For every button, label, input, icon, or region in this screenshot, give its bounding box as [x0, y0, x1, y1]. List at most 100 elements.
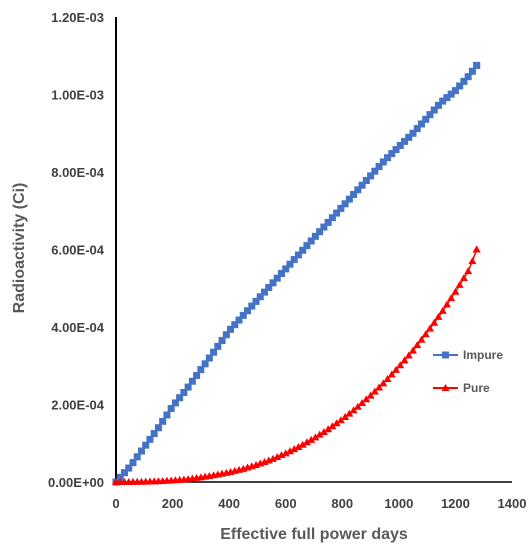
- data-point: [307, 237, 315, 245]
- data-point: [451, 87, 459, 95]
- y-tick-label: 1.00E-03: [51, 88, 104, 103]
- data-point: [370, 387, 379, 395]
- axes: [115, 17, 512, 483]
- data-point: [341, 412, 350, 420]
- data-point: [387, 370, 396, 378]
- data-point: [163, 411, 171, 419]
- x-tick-label: 1200: [441, 496, 470, 511]
- x-tick-label: 200: [162, 496, 184, 511]
- data-point: [210, 348, 218, 356]
- data-point: [413, 341, 422, 349]
- data-point: [434, 312, 443, 320]
- data-point: [277, 270, 285, 278]
- data-point: [345, 409, 354, 417]
- data-point: [405, 133, 413, 141]
- data-point: [464, 267, 473, 275]
- data-point: [350, 190, 358, 198]
- data-point: [404, 351, 413, 359]
- data-point: [392, 146, 400, 154]
- data-point: [201, 360, 209, 368]
- data-point: [307, 435, 316, 443]
- data-point: [379, 379, 388, 387]
- data-point: [316, 228, 324, 236]
- data-point: [299, 246, 307, 254]
- data-point: [400, 356, 409, 364]
- data-point: [277, 451, 286, 459]
- data-point: [116, 473, 124, 481]
- data-point: [354, 186, 362, 194]
- data-point: [375, 163, 383, 171]
- legend-label: Impure: [463, 348, 503, 362]
- data-point: [252, 297, 260, 305]
- data-point: [447, 90, 455, 98]
- series-layer: [112, 61, 481, 486]
- series-pure: [112, 245, 481, 485]
- data-point: [459, 274, 468, 282]
- data-point: [362, 395, 371, 403]
- x-tick-label: 1400: [498, 496, 527, 511]
- data-point: [332, 419, 341, 427]
- data-point: [455, 280, 464, 288]
- data-point: [328, 422, 337, 430]
- data-point: [320, 223, 328, 231]
- data-point: [180, 388, 188, 396]
- x-tick-label: 600: [275, 496, 297, 511]
- data-point: [129, 459, 137, 467]
- data-point: [146, 435, 154, 443]
- data-point: [336, 416, 345, 424]
- data-point: [133, 453, 141, 461]
- data-point: [442, 300, 451, 308]
- data-point: [439, 97, 447, 105]
- y-tick-label: 0.00E+00: [48, 475, 104, 490]
- data-point: [244, 307, 252, 315]
- data-point: [227, 325, 235, 333]
- data-point: [159, 417, 167, 425]
- data-point: [290, 256, 298, 264]
- data-point: [426, 111, 434, 119]
- data-point: [473, 61, 481, 69]
- data-point: [417, 335, 426, 343]
- data-point: [268, 454, 277, 462]
- data-point: [311, 232, 319, 240]
- data-point: [468, 257, 477, 265]
- data-point: [383, 375, 392, 383]
- legend: Impure Pure: [433, 348, 503, 395]
- data-point: [341, 200, 349, 208]
- y-tick-labels: 0.00E+00 2.00E-04 4.00E-04 6.00E-04 8.00E-04…: [48, 10, 105, 490]
- data-point: [154, 424, 162, 432]
- data-point: [248, 302, 256, 310]
- data-point: [434, 101, 442, 109]
- data-point: [447, 294, 456, 302]
- data-point: [345, 195, 353, 203]
- data-point: [324, 218, 332, 226]
- data-point: [311, 433, 320, 441]
- data-point: [265, 283, 273, 291]
- data-point: [451, 287, 460, 295]
- x-tick-label: 800: [331, 496, 353, 511]
- data-point: [125, 464, 133, 472]
- data-point: [337, 204, 345, 212]
- data-point: [417, 120, 425, 128]
- data-point: [430, 106, 438, 114]
- data-point: [388, 150, 396, 158]
- data-point: [150, 430, 158, 438]
- data-point: [353, 402, 362, 410]
- data-point: [269, 279, 277, 287]
- y-tick-label: 8.00E-04: [51, 165, 105, 180]
- y-tick-label: 2.00E-04: [51, 398, 105, 413]
- data-point: [281, 449, 290, 457]
- legend-marker: [442, 351, 449, 359]
- data-point: [358, 181, 366, 189]
- data-point: [176, 394, 184, 402]
- data-point: [422, 115, 430, 123]
- x-tick-label: 400: [218, 496, 240, 511]
- data-point: [282, 265, 290, 273]
- data-point: [273, 453, 282, 461]
- data-point: [142, 441, 150, 449]
- data-point: [290, 445, 299, 453]
- data-point: [273, 274, 281, 282]
- data-point: [367, 172, 375, 180]
- data-point: [235, 316, 243, 324]
- data-point: [443, 94, 451, 102]
